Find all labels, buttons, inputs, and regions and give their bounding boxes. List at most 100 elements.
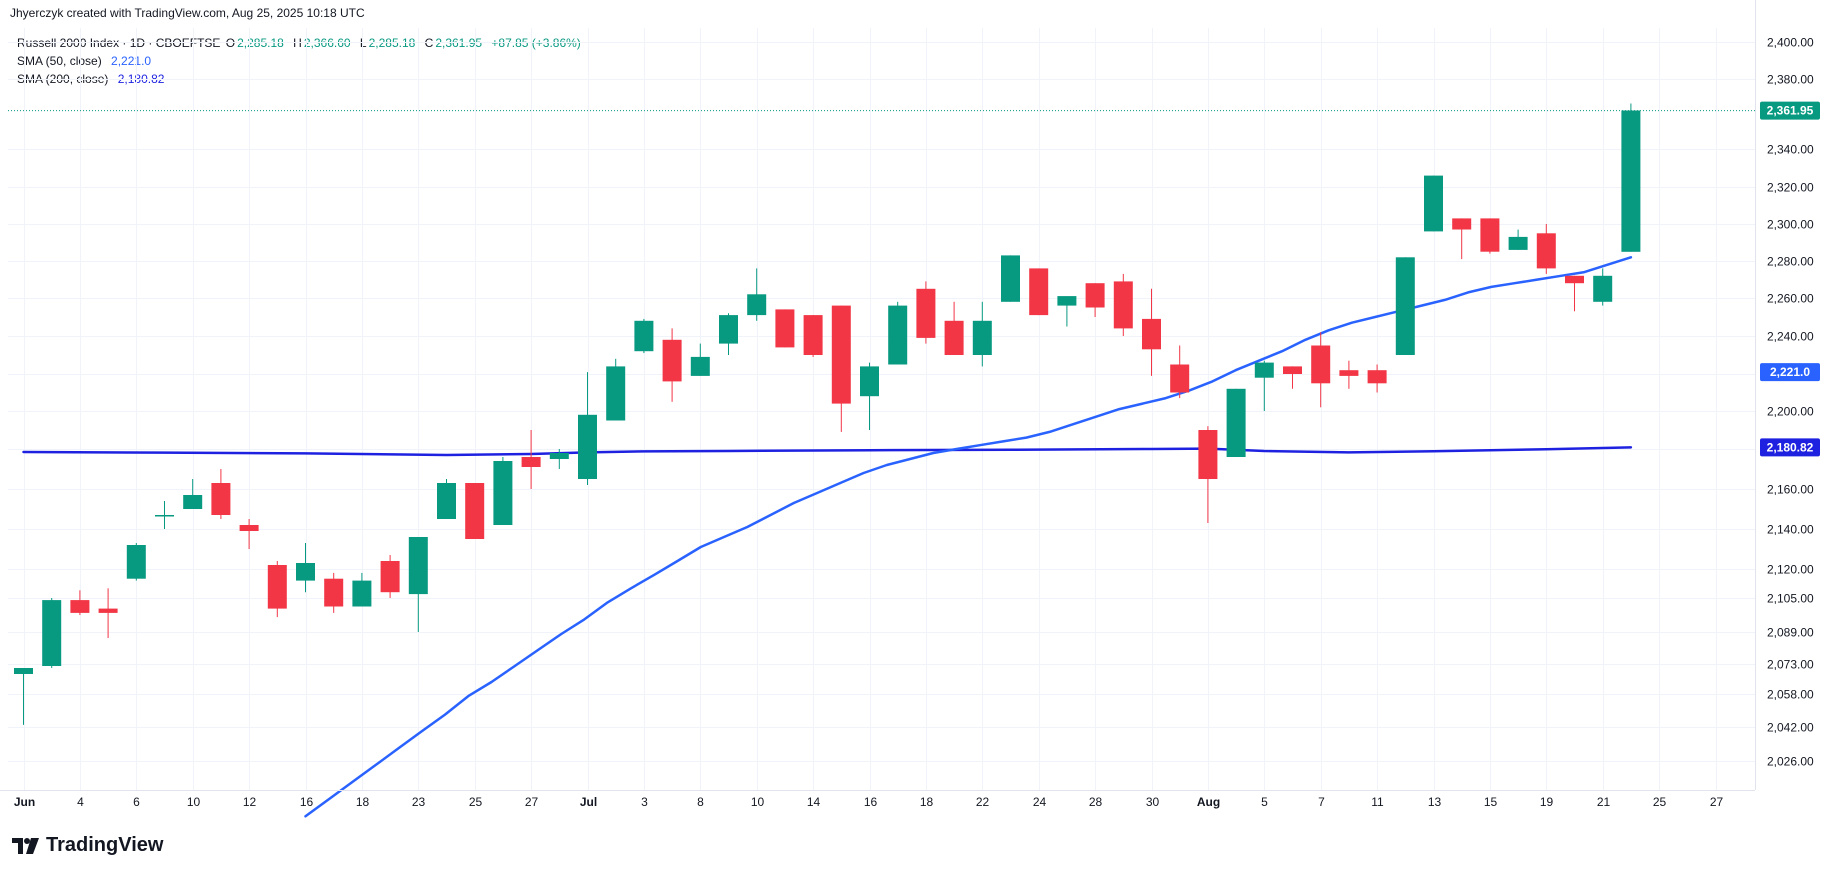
x-tick-label: 10 (187, 795, 201, 809)
y-tick-label: 2,200.00 (1767, 405, 1814, 419)
candle (775, 309, 795, 348)
tradingview-logo[interactable]: TradingView (12, 834, 163, 857)
sma50-price-tag-label: 2,221.0 (1770, 365, 1810, 379)
candle-body (1536, 233, 1556, 269)
candle-body (1170, 364, 1190, 393)
candle-body (1508, 236, 1528, 250)
y-tick-label: 2,320.00 (1767, 181, 1814, 195)
candle (324, 572, 344, 613)
candle (267, 561, 287, 618)
candle (14, 668, 33, 725)
x-tick-label: 5 (1261, 795, 1268, 809)
candle (1593, 268, 1613, 306)
sma50-line (304, 256, 1633, 818)
x-tick-label: Aug (1197, 795, 1220, 809)
candle (1254, 360, 1274, 411)
candle-body (352, 580, 372, 607)
x-tick-label: Jul (580, 795, 597, 809)
candle-body (211, 483, 231, 515)
candle (1367, 364, 1387, 393)
candle-body (1113, 281, 1133, 329)
sma200-price-tag: 2,180.82 (1760, 438, 1820, 457)
x-tick-label: 30 (1146, 795, 1160, 809)
candle-body (465, 483, 485, 539)
candle-body (1226, 388, 1246, 457)
x-tick-label: 13 (1428, 795, 1442, 809)
y-tick-label: 2,042.00 (1767, 721, 1814, 735)
candle (70, 590, 90, 615)
y-tick-label: 2,120.00 (1767, 563, 1814, 577)
y-tick-label: 2,058.00 (1767, 688, 1814, 702)
y-tick-label: 2,089.00 (1767, 626, 1814, 640)
candle-body (1001, 255, 1020, 302)
x-tick-label: 28 (1089, 795, 1103, 809)
candle-body (634, 320, 654, 352)
candle (1198, 426, 1218, 523)
candle-body (1142, 318, 1161, 350)
x-tick-label: Jun (14, 795, 35, 809)
candle-body (493, 461, 513, 525)
y-tick-label: 2,300.00 (1767, 218, 1814, 232)
x-tick-label: 12 (243, 795, 257, 809)
candle (1536, 224, 1556, 274)
candle (888, 301, 908, 365)
x-tick-label: 10 (751, 795, 765, 809)
candle-body (1395, 257, 1415, 355)
candle (549, 449, 569, 469)
candle-body (606, 366, 626, 421)
candle (1452, 218, 1472, 260)
candle (211, 469, 231, 519)
y-tick-label: 2,240.00 (1767, 330, 1814, 344)
candle-body (1339, 370, 1359, 376)
candle-body (1085, 283, 1105, 308)
candle-body (1283, 366, 1302, 374)
candle-body (690, 356, 710, 376)
candle-body (267, 565, 287, 609)
price-tags: 2,361.95 2,221.0 2,180.82 (1760, 101, 1820, 457)
sma50-price-tag: 2,221.0 (1760, 363, 1820, 382)
candle (465, 483, 485, 539)
x-tick-label: 18 (920, 795, 934, 809)
x-tick-label: 8 (697, 795, 704, 809)
candle-body (1565, 275, 1584, 284)
candle-body (916, 288, 936, 338)
candle-body (70, 600, 90, 613)
candle (662, 328, 682, 402)
y-tick-label: 2,105.00 (1767, 592, 1814, 606)
candle (1480, 218, 1500, 254)
candle (1142, 288, 1161, 376)
x-tick-label: 25 (1653, 795, 1667, 809)
candle (831, 305, 851, 432)
candle-body (98, 608, 118, 613)
x-tick-label: 6 (133, 795, 140, 809)
candle (1339, 360, 1359, 389)
y-tick-label: 2,026.00 (1767, 755, 1814, 769)
time-axis[interactable]: Jun 4 6 10 12 16 18 23 25 27 Jul 3 8 10 14 16 18 22 24 28 30… (0, 790, 1755, 810)
candle-body (1621, 110, 1641, 252)
candle (380, 555, 400, 598)
candle-body (1367, 370, 1387, 384)
candle-body (972, 320, 992, 355)
y-tick-label: 2,140.00 (1767, 523, 1814, 537)
x-tick-label: 25 (469, 795, 483, 809)
y-tick-label: 2,260.00 (1767, 292, 1814, 306)
sma200-line (22, 446, 1633, 457)
candle (1621, 103, 1641, 252)
candle (1057, 296, 1077, 327)
candle (126, 543, 146, 581)
candle (578, 372, 597, 485)
sma200-price-tag-label: 2,180.82 (1767, 440, 1814, 454)
candle (408, 537, 428, 632)
candle-body (380, 561, 400, 593)
sma200-price-tag-bg (1760, 438, 1820, 457)
candle (803, 315, 823, 357)
last-price-tag: 2,361.95 (1760, 101, 1820, 120)
candle-body (944, 320, 964, 355)
x-tick-label: 23 (412, 795, 426, 809)
y-tick-label: 2,280.00 (1767, 255, 1814, 269)
candle-body (662, 339, 682, 382)
candle-body (860, 366, 879, 397)
candle-body (1593, 275, 1613, 302)
candle-body (42, 600, 62, 666)
